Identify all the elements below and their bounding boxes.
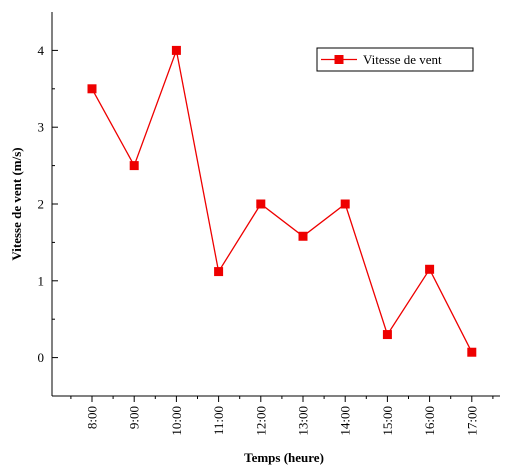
series-line	[91, 47, 473, 353]
legend-label: Vitesse de vent	[363, 52, 442, 67]
y-axis-title: Vitesse de vent (m/s)	[9, 147, 24, 260]
data-point	[340, 199, 350, 209]
y-tick-label: 1	[38, 273, 45, 288]
y-axis-ticks: 0 1 2 3 4	[38, 43, 58, 365]
data-point	[129, 161, 139, 171]
x-tick-label: 12:00	[253, 406, 268, 436]
y-tick-label: 3	[38, 120, 45, 135]
x-tick-label: 13:00	[296, 406, 311, 436]
x-tick-label: 11:00	[211, 406, 226, 435]
x-tick-label: 8:00	[85, 406, 100, 429]
x-tick-label: 17:00	[464, 406, 479, 436]
data-point	[382, 330, 392, 340]
x-tick-label: 16:00	[422, 406, 437, 436]
y-tick-label: 0	[38, 350, 45, 365]
legend-marker	[334, 55, 344, 64]
y-tick-label: 4	[38, 43, 45, 58]
legend: Vitesse de vent	[316, 47, 474, 72]
data-point	[214, 267, 224, 277]
series-layer	[87, 45, 477, 357]
data-point	[467, 347, 477, 357]
x-tick-label: 14:00	[338, 406, 353, 436]
data-point	[171, 45, 181, 55]
x-tick-label: 15:00	[380, 406, 395, 436]
data-point	[87, 84, 97, 94]
x-tick-label: 10:00	[169, 406, 184, 436]
x-axis-ticks: 8:00 9:00 10:00 11:00 12:00 13:00 14:00 15:00 16…	[70, 396, 494, 436]
x-tick-label: 9:00	[127, 406, 142, 429]
y-tick-label: 2	[38, 197, 45, 212]
data-point	[256, 199, 266, 209]
legend-box	[316, 47, 474, 72]
x-axis-title: Temps (heure)	[244, 450, 324, 465]
data-point	[298, 231, 308, 241]
data-point	[425, 264, 435, 274]
